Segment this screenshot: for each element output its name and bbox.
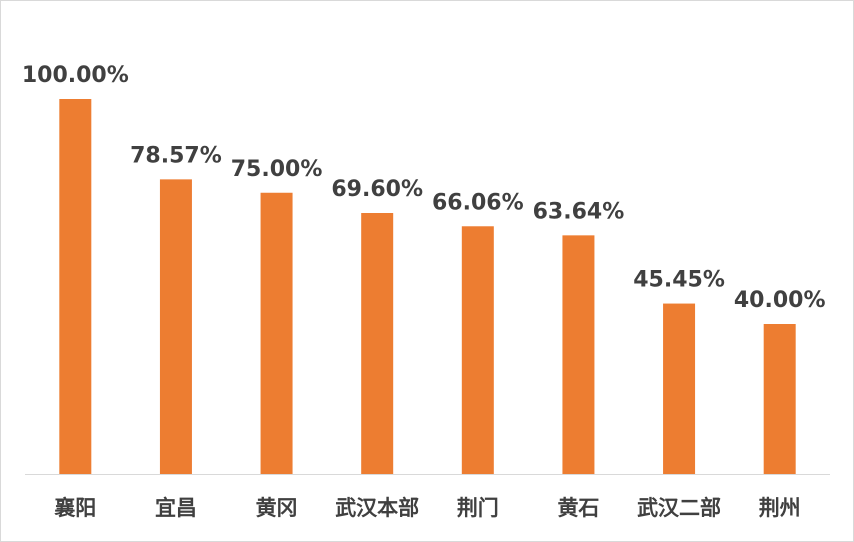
category-label-1: 襄阳 <box>53 496 96 520</box>
data-label-6: 63.64% <box>533 199 625 224</box>
data-label-5: 66.06% <box>432 190 524 215</box>
data-label-7: 45.45% <box>633 268 725 293</box>
category-label-3: 黄冈 <box>256 496 298 520</box>
category-labels-layer: 襄阳 宜昌 黄冈 武汉本部 荆门 黄石 武汉二部 荆州 <box>53 496 800 520</box>
bar-5 <box>461 226 494 474</box>
category-label-8: 荆州 <box>759 496 801 520</box>
data-label-4: 69.60% <box>331 177 423 202</box>
category-label-2: 宜昌 <box>155 496 197 520</box>
bar-6 <box>562 235 595 474</box>
category-label-7: 武汉二部 <box>637 496 721 520</box>
category-label-6: 黄石 <box>557 496 599 520</box>
category-label-4: 武汉本部 <box>335 496 419 520</box>
bar-2 <box>159 179 192 475</box>
bar-7 <box>663 303 696 474</box>
bar-8 <box>763 324 796 474</box>
value-labels-layer: 100.00% 78.57% 75.00% 69.60% 66.06% 63.64% 45.… <box>22 63 826 313</box>
category-label-5: 荆门 <box>457 496 499 520</box>
data-label-8: 40.00% <box>734 288 826 313</box>
bar-1 <box>59 99 92 474</box>
bar-3 <box>260 192 293 474</box>
data-label-3: 75.00% <box>231 157 323 182</box>
bars-layer <box>59 99 796 475</box>
data-label-1: 100.00% <box>22 63 129 88</box>
data-label-2: 78.57% <box>130 143 222 168</box>
bar-4 <box>361 213 394 474</box>
